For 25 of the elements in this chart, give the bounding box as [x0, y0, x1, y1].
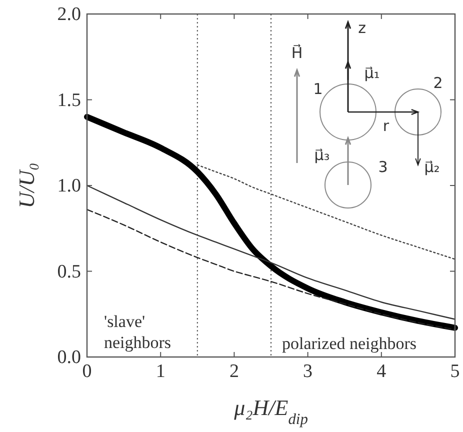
x-tick-label: 0 — [82, 361, 92, 382]
annotation: polarized neighbors — [282, 334, 417, 353]
x-tick-label: 1 — [156, 361, 166, 382]
line-series — [86, 208, 456, 330]
annotation: μ⃗₂ — [424, 158, 440, 176]
y-axis-title: U/U₀ — [14, 162, 39, 208]
y-tick-label: 0.5 — [57, 261, 81, 282]
x-tick-label: 5 — [450, 361, 460, 382]
annotation: z — [358, 19, 366, 37]
y-tick-label: 0.0 — [57, 347, 81, 368]
annotation: r — [382, 117, 390, 135]
annotation: H⃗ — [291, 43, 303, 62]
annotation: μ⃗₃ — [314, 146, 330, 164]
annotation: 1 — [313, 80, 323, 98]
annotation: 2 — [433, 74, 443, 92]
x-tick-label: 3 — [303, 361, 313, 382]
x-axis-title: μ₂H/E$_{dip}$ — [233, 395, 308, 428]
annotation: 3 — [378, 158, 388, 176]
x-tick-label: 4 — [376, 361, 387, 382]
annotation: 'slave' neighbors — [104, 312, 172, 352]
x-tick-label: 2 — [229, 361, 239, 382]
y-tick-label: 1.0 — [57, 176, 81, 196]
y-tick-label: 2.0 — [57, 4, 81, 25]
y-tick-label: 1.5 — [57, 90, 81, 111]
annotation: μ⃗₁ — [364, 64, 380, 82]
